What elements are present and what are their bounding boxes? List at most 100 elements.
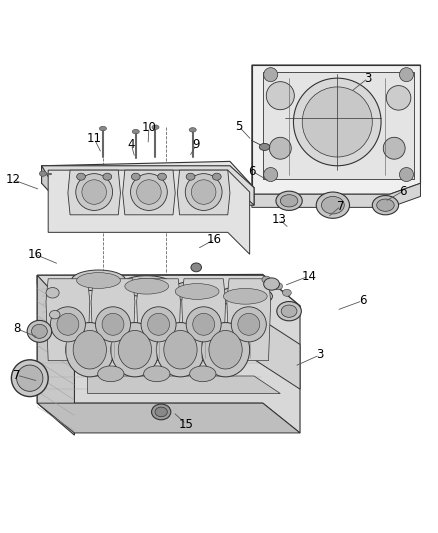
Ellipse shape <box>152 125 159 130</box>
Text: 12: 12 <box>6 173 21 186</box>
Text: 16: 16 <box>28 248 42 261</box>
Ellipse shape <box>201 322 250 377</box>
Polygon shape <box>91 279 135 361</box>
Ellipse shape <box>223 288 267 304</box>
Text: 3: 3 <box>364 71 371 85</box>
Ellipse shape <box>269 138 291 159</box>
Ellipse shape <box>321 197 344 214</box>
Polygon shape <box>37 274 300 316</box>
Text: 10: 10 <box>141 120 156 134</box>
Ellipse shape <box>73 330 106 369</box>
Ellipse shape <box>191 263 201 272</box>
Polygon shape <box>37 403 300 433</box>
Ellipse shape <box>164 330 197 369</box>
Polygon shape <box>252 183 420 207</box>
Ellipse shape <box>399 68 413 82</box>
Ellipse shape <box>277 302 301 321</box>
Ellipse shape <box>386 86 411 110</box>
Text: 9: 9 <box>192 138 200 151</box>
Ellipse shape <box>281 305 297 317</box>
Text: 15: 15 <box>179 418 194 431</box>
Ellipse shape <box>82 180 106 204</box>
Ellipse shape <box>231 307 266 342</box>
Ellipse shape <box>148 313 170 335</box>
Ellipse shape <box>137 180 161 204</box>
Ellipse shape <box>99 126 106 131</box>
Ellipse shape <box>66 322 114 377</box>
Ellipse shape <box>152 404 171 420</box>
Polygon shape <box>254 314 300 389</box>
Ellipse shape <box>175 284 219 300</box>
Ellipse shape <box>259 143 270 150</box>
Polygon shape <box>48 170 250 254</box>
Ellipse shape <box>189 128 196 132</box>
Ellipse shape <box>95 307 131 342</box>
Polygon shape <box>42 166 66 209</box>
Text: 7: 7 <box>337 199 345 213</box>
Ellipse shape <box>193 313 215 335</box>
Ellipse shape <box>111 322 159 377</box>
Text: 13: 13 <box>272 213 287 225</box>
Ellipse shape <box>131 174 167 211</box>
Ellipse shape <box>377 199 394 211</box>
Text: 5: 5 <box>235 120 242 133</box>
Ellipse shape <box>155 407 167 417</box>
Polygon shape <box>42 166 254 205</box>
Ellipse shape <box>49 311 60 319</box>
Ellipse shape <box>212 173 221 180</box>
Text: 6: 6 <box>399 184 407 198</box>
Ellipse shape <box>98 366 124 382</box>
Ellipse shape <box>76 174 113 211</box>
Ellipse shape <box>39 171 46 176</box>
Ellipse shape <box>27 320 52 342</box>
Ellipse shape <box>158 173 166 180</box>
Polygon shape <box>137 279 180 361</box>
Polygon shape <box>68 170 120 215</box>
Ellipse shape <box>276 191 302 211</box>
Ellipse shape <box>144 366 170 382</box>
Ellipse shape <box>316 192 350 219</box>
Ellipse shape <box>102 313 124 335</box>
Polygon shape <box>227 279 271 361</box>
Text: 16: 16 <box>207 233 222 246</box>
Ellipse shape <box>283 289 291 296</box>
Polygon shape <box>37 275 74 435</box>
Ellipse shape <box>71 270 126 291</box>
Ellipse shape <box>103 173 112 180</box>
Polygon shape <box>88 376 280 393</box>
Ellipse shape <box>32 324 47 338</box>
Ellipse shape <box>209 330 242 369</box>
Ellipse shape <box>46 287 59 298</box>
Text: 14: 14 <box>301 270 316 282</box>
Ellipse shape <box>125 278 169 294</box>
Ellipse shape <box>218 286 272 307</box>
Ellipse shape <box>77 173 85 180</box>
Ellipse shape <box>372 196 399 215</box>
Ellipse shape <box>264 278 279 290</box>
Polygon shape <box>252 65 420 194</box>
Ellipse shape <box>191 180 216 204</box>
Ellipse shape <box>141 307 176 342</box>
Ellipse shape <box>132 130 139 134</box>
Ellipse shape <box>264 68 278 82</box>
Ellipse shape <box>131 173 140 180</box>
Text: 7: 7 <box>13 369 21 382</box>
Ellipse shape <box>190 366 216 382</box>
Ellipse shape <box>302 87 372 157</box>
Ellipse shape <box>264 167 278 182</box>
Ellipse shape <box>186 307 221 342</box>
Polygon shape <box>182 279 226 361</box>
Ellipse shape <box>156 322 205 377</box>
Text: 6: 6 <box>359 294 367 307</box>
Ellipse shape <box>238 313 260 335</box>
Ellipse shape <box>274 282 283 290</box>
Ellipse shape <box>118 330 152 369</box>
Polygon shape <box>42 161 254 205</box>
Polygon shape <box>123 170 175 215</box>
Polygon shape <box>37 275 300 433</box>
Ellipse shape <box>280 195 298 207</box>
Text: 4: 4 <box>127 138 135 151</box>
Ellipse shape <box>383 138 405 159</box>
Ellipse shape <box>293 78 381 166</box>
Ellipse shape <box>77 273 120 288</box>
